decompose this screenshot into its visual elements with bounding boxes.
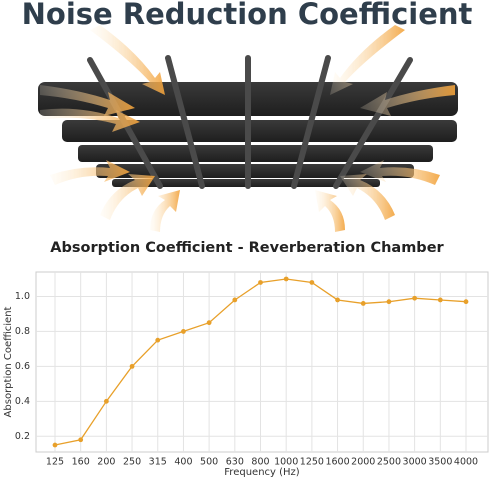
x-tick-label: 1250 bbox=[300, 457, 324, 468]
data-point bbox=[52, 442, 58, 448]
data-point bbox=[78, 437, 84, 443]
data-point bbox=[103, 398, 109, 404]
data-point bbox=[412, 295, 418, 301]
data-point bbox=[386, 299, 392, 305]
data-point bbox=[258, 280, 263, 285]
data-point bbox=[181, 329, 186, 334]
y-tick-label: 0.2 bbox=[15, 431, 30, 442]
x-tick-label: 800 bbox=[251, 457, 269, 468]
panel-illustration bbox=[38, 25, 458, 232]
x-axis-title: Frequency (Hz) bbox=[224, 467, 300, 478]
x-tick-label: 250 bbox=[123, 457, 141, 468]
data-point bbox=[360, 301, 366, 306]
x-tick-label: 315 bbox=[149, 457, 167, 468]
data-point bbox=[335, 297, 340, 303]
y-tick-label: 0.6 bbox=[15, 361, 30, 372]
x-tick-label: 4000 bbox=[454, 457, 478, 468]
data-point bbox=[283, 276, 289, 282]
plot-frame bbox=[35, 271, 489, 453]
x-tick-label: 630 bbox=[226, 457, 244, 468]
x-tick-label: 1600 bbox=[325, 457, 349, 468]
title: Noise Reduction Coefficient bbox=[22, 0, 473, 31]
x-tick-label: 200 bbox=[97, 457, 115, 468]
x-tick-label: 3000 bbox=[403, 457, 427, 468]
data-point bbox=[232, 297, 238, 303]
x-tick-label: 160 bbox=[72, 457, 90, 468]
y-tick-label: 1.0 bbox=[15, 291, 30, 302]
y-tick-label: 0.8 bbox=[15, 326, 30, 337]
data-point bbox=[437, 297, 443, 303]
x-tick-label: 125 bbox=[46, 457, 64, 468]
x-tick-label: 2000 bbox=[351, 457, 375, 468]
subtitle: Absorption Coefficient - Reverberation C… bbox=[50, 240, 444, 256]
data-point bbox=[129, 363, 135, 369]
y-axis-title: Absorption Coefficient bbox=[3, 306, 14, 417]
data-point bbox=[309, 280, 315, 285]
x-tick-label: 1000 bbox=[274, 457, 298, 468]
x-tick-label: 3500 bbox=[428, 457, 452, 468]
x-tick-label: 500 bbox=[200, 457, 218, 468]
data-point bbox=[463, 299, 469, 305]
data-point bbox=[206, 320, 212, 326]
x-tick-label: 400 bbox=[174, 457, 192, 468]
x-tick-label: 2500 bbox=[377, 457, 401, 468]
y-tick-label: 0.4 bbox=[15, 396, 30, 407]
data-point bbox=[155, 337, 161, 343]
